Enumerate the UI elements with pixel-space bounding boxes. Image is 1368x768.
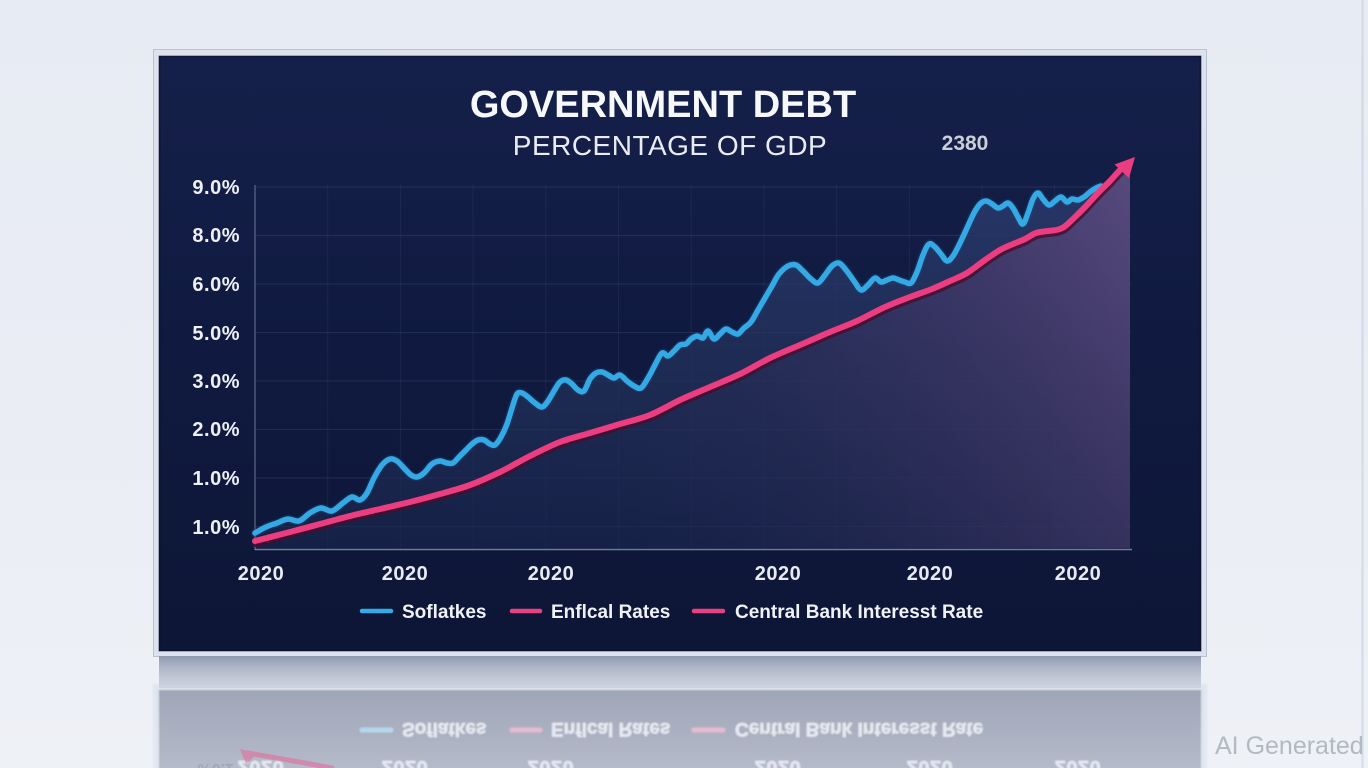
svg-text:AI Generated: AI Generated — [1215, 732, 1364, 760]
svg-text:2380: 2380 — [942, 132, 989, 155]
svg-text:1.0%: 1.0% — [192, 468, 240, 490]
svg-text:2020: 2020 — [907, 563, 954, 585]
svg-text:1.0%: 1.0% — [192, 517, 240, 539]
svg-text:2020: 2020 — [755, 563, 802, 585]
svg-text:6.0%: 6.0% — [192, 274, 240, 296]
svg-text:2020: 2020 — [382, 563, 429, 585]
svg-text:2020: 2020 — [238, 563, 285, 585]
svg-text:8.0%: 8.0% — [192, 225, 240, 247]
svg-text:Central Bank Interesst Rate: Central Bank Interesst Rate — [735, 602, 983, 623]
svg-text:9.0%: 9.0% — [192, 177, 240, 199]
svg-text:5.0%: 5.0% — [192, 323, 240, 345]
svg-text:2020: 2020 — [1055, 563, 1102, 585]
svg-text:2.0%: 2.0% — [192, 419, 240, 441]
svg-text:PERCENTAGE OF GDP: PERCENTAGE OF GDP — [513, 130, 827, 161]
svg-text:Enflcal Rates: Enflcal Rates — [551, 602, 670, 623]
svg-text:GOVERNMENT DEBT: GOVERNMENT DEBT — [470, 84, 856, 126]
svg-text:3.0%: 3.0% — [192, 371, 240, 393]
svg-text:2020: 2020 — [528, 563, 575, 585]
svg-text:Soflatkes: Soflatkes — [402, 602, 486, 623]
svg-text:1.0%: 1.0% — [198, 760, 234, 768]
